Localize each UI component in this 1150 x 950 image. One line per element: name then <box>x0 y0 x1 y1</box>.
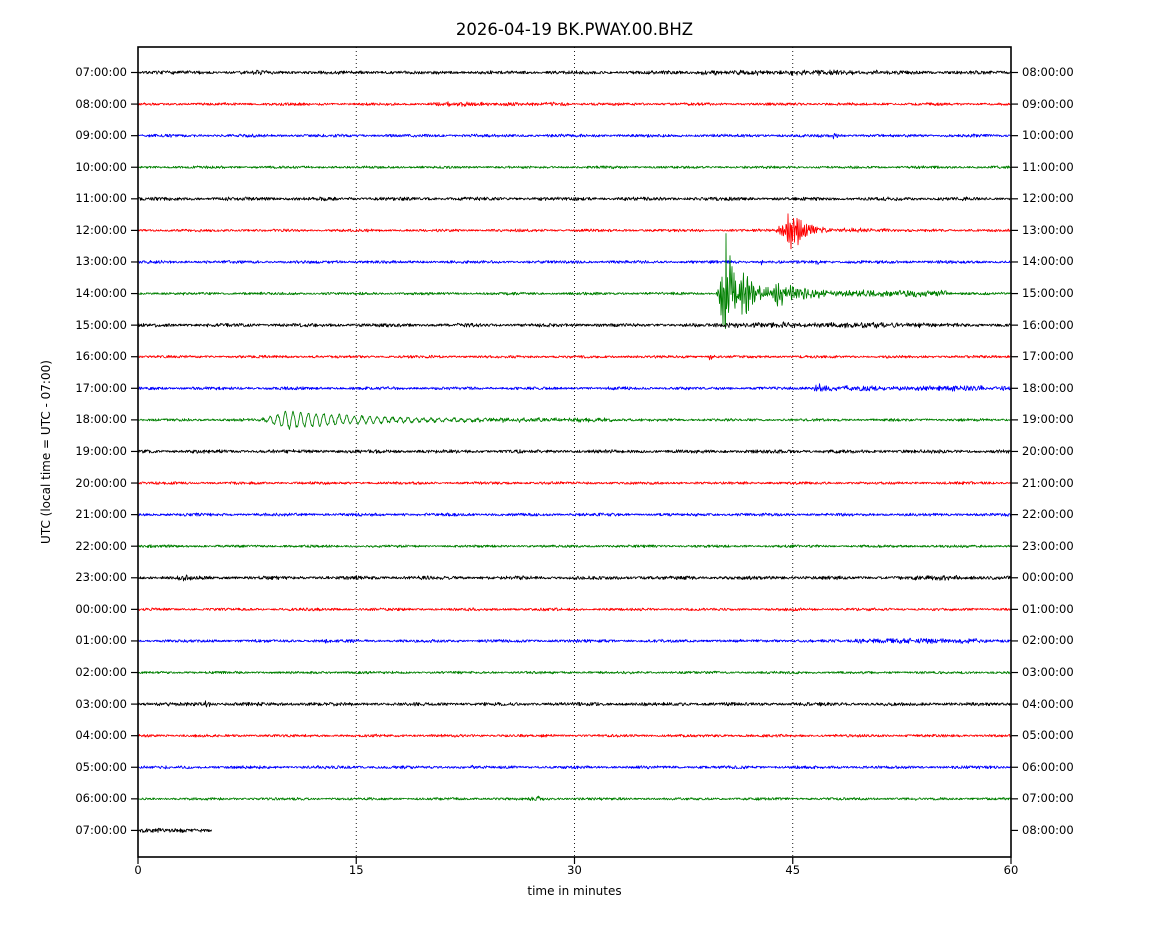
utc-tick-label: 00:00:00 <box>75 601 127 616</box>
utc-tick-label: 05:00:00 <box>75 759 127 774</box>
trace-row <box>137 733 1012 738</box>
local-tick-label: 09:00:00 <box>1022 96 1074 111</box>
seismic-traces <box>137 69 1012 834</box>
trace-row <box>137 827 212 834</box>
utc-tick-label: 16:00:00 <box>75 349 127 364</box>
trace-row <box>137 481 1012 486</box>
plot-border <box>137 46 1012 858</box>
trace-row <box>137 165 1012 170</box>
x-tick-label: 60 <box>1003 863 1019 877</box>
local-tick-label: 13:00:00 <box>1022 222 1074 237</box>
local-tick-label: 08:00:00 <box>1022 65 1074 79</box>
trace-row <box>137 449 1012 454</box>
local-tick-label: 20:00:00 <box>1022 443 1074 458</box>
local-tick-label: 05:00:00 <box>1022 728 1074 743</box>
local-tick-label: 21:00:00 <box>1022 475 1074 490</box>
trace-row <box>137 321 1012 329</box>
local-tick-label: 02:00:00 <box>1022 633 1074 648</box>
local-tick-label: 00:00:00 <box>1022 570 1074 585</box>
trace-row <box>137 410 1012 430</box>
trace-row <box>137 354 1012 361</box>
local-tick-label: 17:00:00 <box>1022 349 1074 364</box>
utc-tick-label: 09:00:00 <box>75 128 127 143</box>
utc-tick-label: 03:00:00 <box>75 696 127 711</box>
local-tick-label: 07:00:00 <box>1022 791 1074 806</box>
trace-row <box>137 574 1012 582</box>
utc-tick-label: 18:00:00 <box>75 412 127 427</box>
local-tick-label: 23:00:00 <box>1022 538 1074 553</box>
axis-ticks <box>131 71 1018 864</box>
trace-row <box>137 383 1012 392</box>
utc-tick-label: 12:00:00 <box>75 222 127 237</box>
x-axis-label: time in minutes <box>527 884 622 898</box>
local-tick-label: 16:00:00 <box>1022 317 1074 332</box>
utc-tick-label: 20:00:00 <box>75 475 127 490</box>
trace-row <box>137 670 1012 675</box>
trace-row <box>137 764 1012 770</box>
utc-tick-label: 13:00:00 <box>75 254 127 269</box>
local-tick-label: 19:00:00 <box>1022 412 1074 427</box>
trace-row <box>137 512 1012 517</box>
utc-tick-label: 11:00:00 <box>75 191 127 206</box>
utc-tick-label: 07:00:00 <box>75 65 127 79</box>
local-tick-label: 06:00:00 <box>1022 759 1074 774</box>
utc-tick-label: 02:00:00 <box>75 665 127 680</box>
utc-tick-label: 23:00:00 <box>75 570 127 585</box>
utc-tick-label: 14:00:00 <box>75 286 127 301</box>
x-tick-label: 15 <box>348 863 364 877</box>
local-tick-label: 12:00:00 <box>1022 191 1074 206</box>
trace-row <box>137 607 1012 612</box>
trace-row <box>137 101 1012 107</box>
local-tick-label: 03:00:00 <box>1022 665 1074 680</box>
trace-row <box>137 544 1012 549</box>
local-tick-label: 01:00:00 <box>1022 601 1074 616</box>
utc-tick-label: 04:00:00 <box>75 728 127 743</box>
trace-row <box>137 259 1012 266</box>
utc-tick-label: 10:00:00 <box>75 159 127 174</box>
utc-tick-label: 08:00:00 <box>75 96 127 111</box>
trace-row <box>137 795 1012 802</box>
utc-tick-label: 19:00:00 <box>75 443 127 458</box>
utc-tick-label: 17:00:00 <box>75 380 127 395</box>
trace-row <box>137 69 1012 76</box>
trace-row <box>137 233 1012 329</box>
utc-tick-label: 06:00:00 <box>75 791 127 806</box>
local-tick-label: 08:00:00 <box>1022 822 1074 837</box>
local-tick-label: 15:00:00 <box>1022 286 1074 301</box>
local-tick-label: 18:00:00 <box>1022 380 1074 395</box>
utc-tick-label: 22:00:00 <box>75 538 127 553</box>
local-tick-label: 14:00:00 <box>1022 254 1074 269</box>
local-tick-label: 10:00:00 <box>1022 128 1074 143</box>
utc-tick-label: 07:00:00 <box>75 822 127 837</box>
local-tick-label: 11:00:00 <box>1022 159 1074 174</box>
utc-tick-label: 21:00:00 <box>75 507 127 522</box>
trace-row <box>137 213 1012 250</box>
plot-title: 2026-04-19 BK.PWAY.00.BHZ <box>455 20 694 39</box>
local-tick-label: 22:00:00 <box>1022 507 1074 522</box>
x-tick-label: 0 <box>134 863 142 877</box>
trace-row <box>137 196 1012 202</box>
utc-tick-label: 01:00:00 <box>75 633 127 648</box>
trace-row <box>137 700 1012 708</box>
utc-tick-label: 15:00:00 <box>75 317 127 332</box>
x-tick-label: 45 <box>785 863 801 877</box>
trace-row <box>137 637 1012 645</box>
local-tick-label: 04:00:00 <box>1022 696 1074 711</box>
trace-row <box>137 133 1012 140</box>
x-tick-label: 30 <box>567 863 582 877</box>
